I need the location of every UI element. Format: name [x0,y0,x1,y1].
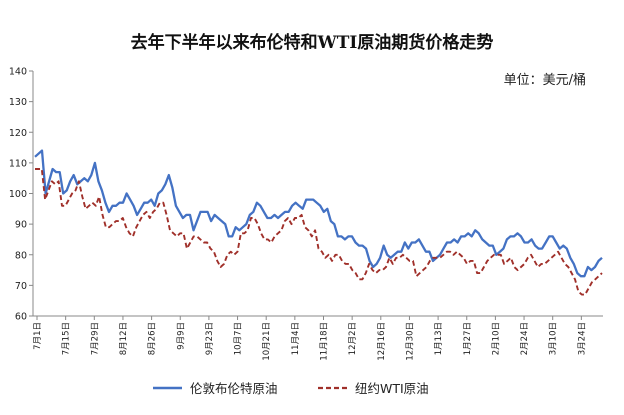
x-axis: 7月1日 7月15日 7月29日 8月12日 8月26日 9月9日 9月23日 10月7日 10… [33,315,603,361]
series-line-brent [34,149,603,278]
x-tick-label: 3月10日 [549,322,559,355]
y-axis: 60 70 80 90 100 110 120 130 140 [9,67,34,323]
legend-label-wti: 纽约WTI原油 [355,381,429,396]
x-tick-label: 7月29日 [90,322,100,355]
y-tick-label: 70 [15,281,27,292]
x-tick-label: 2月10日 [491,322,501,355]
y-tick-label: 100 [9,189,27,200]
x-tick-label: 12月30日 [405,322,415,361]
x-tick-label: 12月16日 [377,322,387,361]
y-tick-label: 140 [9,67,27,78]
x-tick-label: 7月1日 [33,322,43,350]
x-tick-label: 9月9日 [176,322,186,350]
x-tick-label: 12月2日 [348,322,358,355]
y-tick-label: 90 [15,220,27,231]
x-tick-label: 10月21日 [262,322,272,361]
x-tick-label: 10月7日 [234,322,244,355]
unit-label: 单位：美元/桶 [504,73,586,88]
y-tick-label: 80 [15,250,27,261]
x-tick-label: 1月13日 [434,322,444,355]
x-tick-label: 8月26日 [148,322,158,355]
x-tick-label: 7月15日 [62,322,72,355]
x-tick-label: 11月18日 [320,322,330,361]
x-tick-label: 1月27日 [463,322,473,355]
y-tick-label: 110 [9,158,27,169]
chart-title: 去年下半年以来布伦特和WTI原油期货价格走势 [131,32,494,53]
x-tick-label: 2月24日 [520,322,530,355]
series-line-wti [35,168,603,296]
x-tick-label: 3月24日 [577,322,587,355]
x-tick-label: 11月4日 [291,322,301,355]
y-tick-label: 120 [9,128,27,139]
y-tick-label: 60 [15,312,27,323]
plot-lines [34,149,603,296]
legend: 伦敦布伦特原油 纽约WTI原油 [153,381,429,396]
legend-label-brent: 伦敦布伦特原油 [190,381,278,396]
y-tick-label: 130 [9,97,27,108]
x-tick-label: 9月23日 [205,322,215,355]
x-tick-label: 8月12日 [119,322,129,355]
